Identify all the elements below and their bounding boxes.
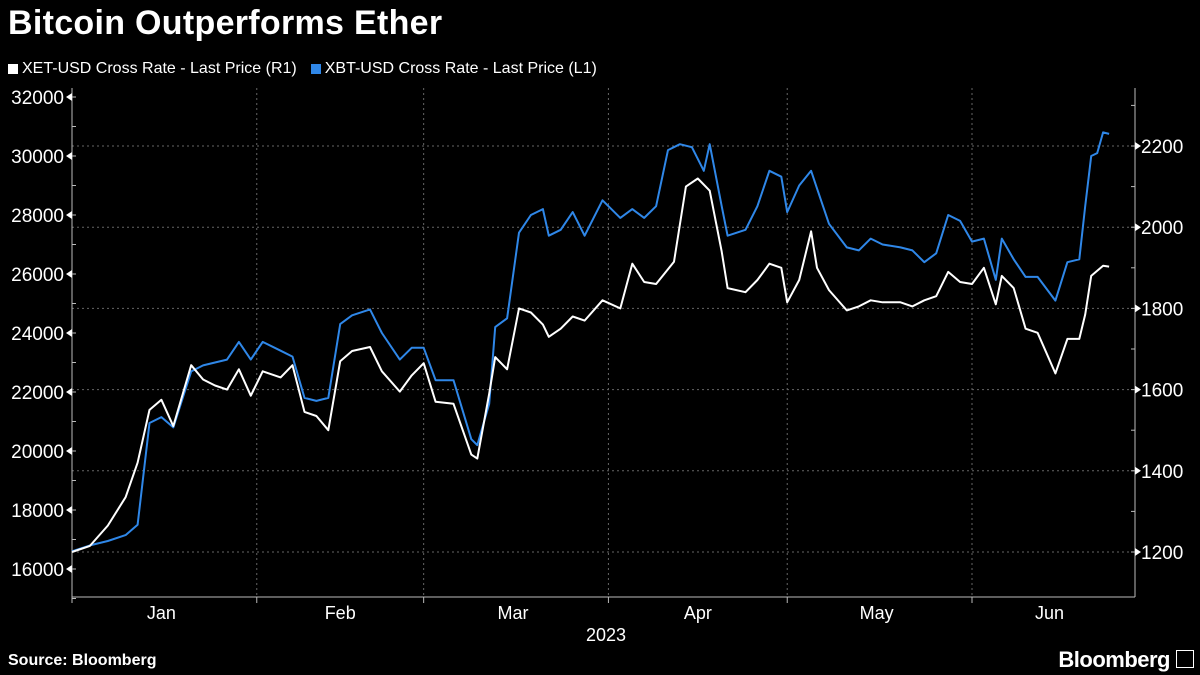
left-axis-tick-label: 26000: [11, 265, 64, 286]
right-axis-tick-label: 1200: [1141, 543, 1183, 564]
left-axis-tick-marker: [66, 447, 72, 455]
legend-swatch-eth: [8, 64, 18, 74]
right-axis-tick-marker: [1135, 142, 1141, 150]
right-axis-tick-label: 1400: [1141, 462, 1183, 483]
left-axis-tick-marker: [66, 93, 72, 101]
x-axis-title: 2023: [586, 625, 626, 645]
legend-item-btc: XBT-USD Cross Rate - Last Price (L1): [310, 60, 597, 78]
chart-title: Bitcoin Outperforms Ether: [8, 4, 443, 42]
x-axis-tick-label: Jan: [147, 603, 176, 623]
bloomberg-logo-icon: [1176, 650, 1194, 668]
x-axis-tick-label: Mar: [498, 603, 529, 623]
right-axis-tick-marker: [1135, 223, 1141, 232]
bloomberg-logo: Bloomberg: [1058, 647, 1170, 672]
right-axis-tick-marker: [1135, 304, 1141, 313]
btc-price-line: [71, 131, 1110, 553]
left-axis-tick-marker: [66, 211, 72, 219]
right-axis-tick-label: 1600: [1141, 381, 1183, 402]
left-axis-tick-label: 24000: [11, 324, 64, 345]
x-axis-tick-label: Jun: [1035, 603, 1064, 623]
left-axis-tick-label: 20000: [11, 442, 64, 463]
right-axis-tick-marker: [1135, 385, 1141, 394]
x-axis-tick-label: Apr: [684, 603, 712, 623]
right-axis-tick-label: 1800: [1141, 299, 1183, 320]
source-note: Source: Bloomberg: [8, 652, 157, 669]
right-axis-tick-marker: [1135, 466, 1141, 475]
right-axis-tick-marker: [1135, 548, 1141, 556]
left-axis-tick-label: 32000: [11, 88, 64, 109]
left-axis-tick-marker: [66, 270, 72, 278]
left-axis-tick-label: 28000: [11, 206, 64, 227]
left-axis-tick-label: 18000: [11, 501, 64, 522]
x-axis-tick-label: May: [860, 603, 894, 623]
legend: XET-USD Cross Rate - Last Price (R1) XBT…: [8, 60, 597, 78]
left-axis-tick-marker: [66, 506, 72, 514]
left-axis-tick-marker: [66, 388, 72, 396]
legend-item-eth: XET-USD Cross Rate - Last Price (R1): [8, 60, 297, 78]
right-axis-tick-label: 2200: [1141, 137, 1183, 158]
right-axis-tick-label: 2000: [1141, 218, 1183, 239]
left-axis-tick-label: 22000: [11, 383, 64, 404]
left-axis-tick-marker: [66, 329, 72, 337]
x-axis-tick-label: Feb: [325, 603, 356, 623]
left-axis-tick-marker: [66, 152, 72, 160]
left-axis-tick-label: 30000: [11, 147, 64, 168]
legend-label-eth: XET-USD Cross Rate - Last Price (R1): [22, 60, 297, 77]
left-axis-tick-marker: [66, 565, 72, 573]
left-axis-tick-label: 16000: [11, 560, 64, 581]
eth-price-line: [71, 177, 1110, 553]
legend-label-btc: XBT-USD Cross Rate - Last Price (L1): [324, 60, 597, 77]
legend-swatch-btc: [310, 64, 321, 74]
